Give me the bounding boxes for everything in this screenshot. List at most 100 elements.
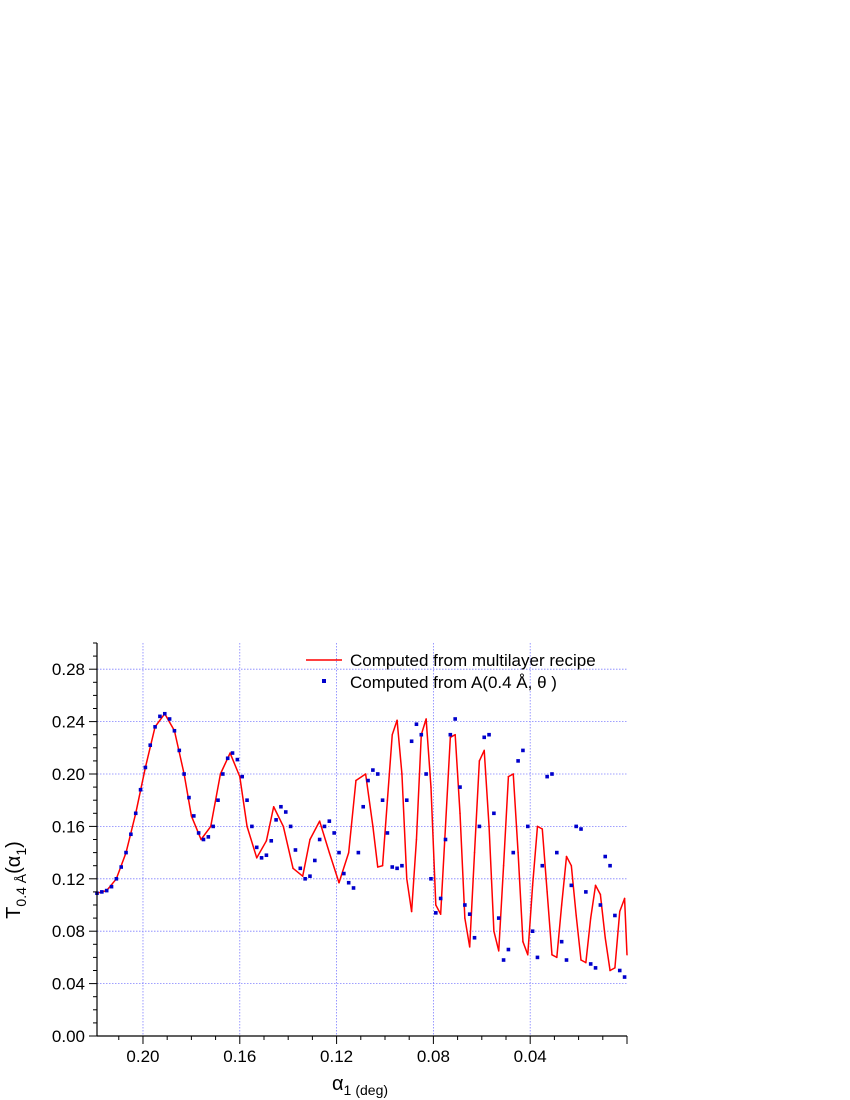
series-line-segment	[282, 825, 294, 870]
grid-lines	[97, 643, 627, 1036]
data-point	[404, 798, 409, 802]
data-point	[264, 853, 269, 858]
data-point	[245, 798, 249, 802]
data-point	[448, 732, 453, 737]
series-line-segment	[464, 917, 471, 948]
data-point	[540, 863, 545, 868]
data-point	[385, 831, 390, 835]
data-point	[438, 896, 443, 901]
series-line-segment	[459, 812, 466, 919]
y-axis-label: T0.4 Å(α1)	[3, 841, 29, 919]
series-line-segment	[488, 825, 495, 932]
legend-label-1: Computed from multilayer recipe	[350, 651, 596, 670]
series-line-segment	[265, 806, 275, 842]
data-point	[269, 839, 274, 843]
data-point	[342, 871, 346, 876]
data-point	[559, 939, 564, 944]
series-line-segment	[604, 937, 611, 972]
series-line-segment	[570, 864, 577, 917]
data-point	[458, 785, 462, 789]
series-line-segment	[623, 897, 628, 956]
series-line-segment	[517, 851, 524, 943]
data-point	[608, 863, 612, 868]
series-line-segment	[420, 718, 427, 736]
series-line-segment	[239, 775, 248, 828]
data-point	[419, 732, 424, 737]
series-line-segment	[483, 749, 490, 828]
data-point	[525, 824, 530, 829]
series-points-1	[95, 711, 627, 979]
data-point	[327, 819, 332, 823]
axes: 0.00 0.04 0.08 0.12 0.16 0.20 0.24 0.28 0.20 0.16…	[52, 642, 628, 1066]
data-point	[516, 759, 520, 763]
series-line-segment	[556, 904, 563, 959]
data-point	[482, 735, 487, 740]
series-line-segment	[364, 773, 374, 828]
data-point	[588, 962, 593, 966]
x-tick-label: 0.20	[126, 1047, 159, 1066]
data-point	[337, 850, 341, 855]
series-line-segment	[531, 825, 539, 887]
x-tick-label: 0.12	[320, 1047, 353, 1066]
y-tick-label: 0.20	[52, 765, 85, 784]
y-tick-label: 0.16	[52, 817, 85, 836]
series-line-segment	[575, 914, 582, 961]
series-line-segment	[430, 786, 437, 906]
data-point	[598, 903, 603, 907]
data-point	[308, 874, 312, 878]
data-point	[158, 714, 162, 719]
data-point	[366, 778, 370, 783]
data-point	[424, 772, 428, 776]
legend-label-2: Computed from A(0.4 Å, θ )	[350, 673, 557, 692]
series-line-segment	[272, 806, 285, 828]
data-point	[254, 845, 259, 850]
y-tick-label: 0.24	[52, 713, 85, 732]
series-line-segment	[219, 752, 231, 775]
series-line-segment	[415, 733, 423, 841]
data-point	[104, 888, 109, 893]
data-point	[322, 824, 327, 829]
data-point	[225, 756, 230, 761]
series-line-segment	[585, 917, 592, 964]
data-point	[216, 798, 220, 802]
series-line-segment	[618, 897, 626, 913]
data-point	[467, 912, 472, 916]
data-point	[153, 725, 157, 729]
data-point	[182, 772, 186, 776]
y-tick-label: 0.04	[52, 975, 85, 994]
data-point	[143, 765, 148, 770]
data-point	[167, 717, 172, 721]
data-point	[579, 827, 583, 831]
x-tick-label: 0.08	[417, 1047, 450, 1066]
series-line-segment	[396, 719, 403, 775]
series-line-segment	[609, 967, 616, 972]
series-line-segment	[551, 954, 558, 959]
series-line-segment	[493, 930, 500, 952]
y-axis-label-symbol: T	[3, 907, 25, 919]
data-point	[555, 850, 559, 855]
x-tick-label: 0.04	[514, 1047, 547, 1066]
data-point	[332, 831, 336, 835]
data-point	[380, 798, 385, 802]
data-point	[317, 837, 322, 842]
series-line-segment	[507, 773, 515, 778]
series-line-segment	[546, 891, 553, 956]
data-point	[361, 804, 366, 809]
series-line-segment	[444, 736, 452, 828]
data-point	[201, 837, 206, 842]
series-line-segment	[512, 773, 519, 854]
data-point	[235, 757, 240, 762]
series-line-segment	[478, 749, 485, 762]
data-point	[409, 739, 414, 744]
data-point	[109, 884, 114, 889]
data-point	[346, 880, 351, 885]
data-point	[313, 858, 317, 863]
series-line-segment	[355, 773, 367, 782]
data-point	[206, 835, 211, 839]
series-line-segment	[183, 773, 193, 817]
data-point	[172, 728, 177, 733]
data-point	[584, 890, 588, 894]
data-point	[569, 883, 574, 888]
series-line-segment	[502, 775, 510, 867]
series-line-segment	[594, 884, 602, 896]
